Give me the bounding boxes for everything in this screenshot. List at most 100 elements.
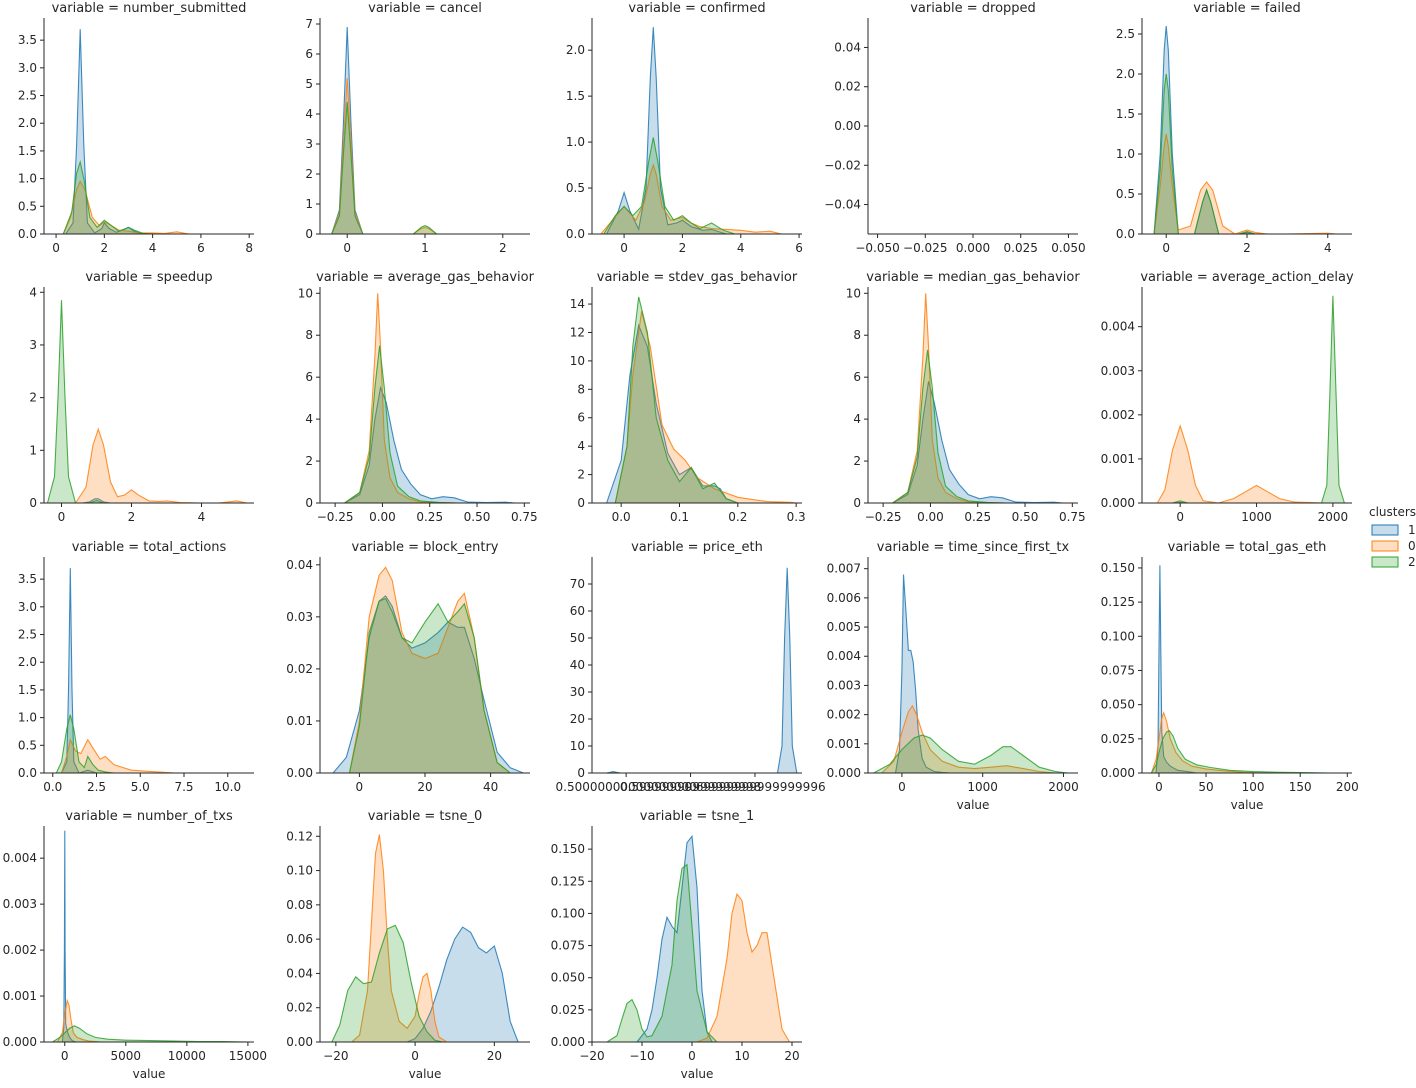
- density-area-cluster-1: [1156, 565, 1197, 773]
- x-tick-label: −20: [579, 1049, 604, 1063]
- y-tick-label: 0.125: [551, 874, 585, 888]
- y-tick-label: 0.075: [551, 939, 585, 953]
- y-tick-label: 2.5: [18, 89, 37, 103]
- y-tick-label: 0.002: [1101, 408, 1135, 422]
- density-area-cluster-1: [606, 325, 738, 503]
- density-line-cluster-1: [1155, 565, 1197, 774]
- y-tick-label: 0: [853, 496, 861, 510]
- density-area-cluster-0: [351, 834, 447, 1042]
- y-tick-label: 4: [577, 439, 585, 453]
- density-line-cluster-0: [1153, 133, 1336, 235]
- x-tick-label: 1000: [967, 780, 998, 794]
- y-tick-label: 1: [305, 197, 313, 211]
- y-tick-label: 5: [305, 77, 313, 91]
- panel-title: variable = number_of_txs: [65, 809, 233, 824]
- density-area-cluster-0: [344, 293, 459, 503]
- x-tick-label: 0: [58, 510, 66, 524]
- panel-title: variable = tsne_1: [640, 809, 754, 824]
- density-line-cluster-2: [873, 734, 1068, 774]
- y-tick-label: 4: [305, 412, 313, 426]
- x-tick-label: 100: [1242, 780, 1265, 794]
- x-tick-label: 0.025: [1004, 241, 1038, 255]
- panel-title: variable = dropped: [910, 1, 1036, 16]
- facet-panel-10: variable = average_action_delay 0.000 0.00…: [1101, 270, 1354, 524]
- panel-title: variable = stdev_gas_behavior: [597, 270, 798, 285]
- density-line-cluster-1: [606, 567, 798, 774]
- x-tick-label: 0: [52, 241, 60, 255]
- x-tick-label: −10: [629, 1049, 654, 1063]
- density-line-cluster-1: [61, 568, 97, 774]
- facet-panel-5: variable = failed 0.0 0.5 1.0 1.5 2.0 2.5 0 2 4: [1116, 1, 1352, 255]
- y-tick-label: 2: [853, 454, 861, 468]
- y-tick-label: 0: [29, 496, 37, 510]
- y-tick-label: 2: [29, 391, 37, 405]
- panel-title: variable = price_eth: [631, 540, 763, 555]
- y-tick-label: 40: [570, 658, 585, 672]
- panel-title: variable = time_since_first_tx: [877, 540, 1070, 555]
- y-tick-label: 10: [570, 739, 585, 753]
- x-tick-label: 4: [737, 241, 745, 255]
- facet-panel-12: variable = block_entry 0.00 0.01 0.02 0.03 0.…: [286, 540, 530, 794]
- x-tick-label: 0.50: [1012, 510, 1039, 524]
- x-tick-label: 0.59999999999999998: [620, 780, 761, 794]
- y-tick-label: 0.03: [286, 610, 313, 624]
- y-tick-label: 2.0: [18, 116, 37, 130]
- y-tick-label: 4: [29, 285, 37, 299]
- density-line-cluster-1: [82, 498, 111, 504]
- y-tick-label: 3.0: [18, 61, 37, 75]
- density-area-cluster-0: [881, 705, 1056, 773]
- x-tick-label: 20: [417, 780, 432, 794]
- x-tick-label: 6: [795, 241, 803, 255]
- density-area-cluster-2: [603, 137, 735, 234]
- density-line-cluster-0: [614, 311, 797, 504]
- y-tick-label: 1.0: [18, 711, 37, 725]
- density-line-cluster-1: [406, 926, 519, 1043]
- x-tick-label: 0.75: [1059, 510, 1086, 524]
- density-line-cluster-0: [1150, 711, 1263, 774]
- panel-title: variable = total_actions: [72, 540, 227, 555]
- y-tick-label: 50: [570, 631, 585, 645]
- facet-panel-16: variable = number_of_txs 0.000 0.001 0.002 0…: [3, 809, 267, 1081]
- y-tick-label: 0.125: [1101, 595, 1135, 609]
- y-tick-label: 0.00: [286, 766, 313, 780]
- y-tick-label: 0.007: [827, 562, 861, 576]
- y-tick-label: 0.000: [1101, 496, 1135, 510]
- y-tick-label: 1.5: [18, 144, 37, 158]
- x-tick-label: 40: [483, 780, 498, 794]
- density-line-cluster-1: [61, 830, 76, 1043]
- x-tick-label: 1: [421, 241, 429, 255]
- y-tick-label: 0.075: [1101, 663, 1135, 677]
- density-line-cluster-2: [348, 597, 511, 774]
- x-tick-label: 0.75: [511, 510, 538, 524]
- facet-panel-9: variable = median_gas_behavior 0 2 4 6 8 10 −0.…: [846, 270, 1086, 524]
- y-tick-label: 0.000: [551, 1035, 585, 1049]
- y-tick-label: 0.001: [827, 737, 861, 751]
- density-area-cluster-1: [895, 574, 951, 773]
- density-area-cluster-0: [697, 894, 790, 1042]
- x-tick-label: 0.25: [416, 510, 443, 524]
- facet-panel-14: variable = time_since_first_tx 0.000 0.001…: [827, 540, 1079, 812]
- density-line-cluster-1: [892, 381, 1063, 504]
- x-axis-label: value: [409, 1067, 442, 1081]
- y-tick-label: 0.003: [3, 897, 37, 911]
- x-tick-label: 5000: [111, 1049, 142, 1063]
- x-tick-label: −0.025: [903, 241, 947, 255]
- y-tick-label: 2.0: [1116, 67, 1135, 81]
- x-tick-label: 2000: [1318, 510, 1349, 524]
- x-tick-label: 0.0: [43, 780, 62, 794]
- x-tick-label: 0.2: [728, 510, 747, 524]
- density-line-cluster-2: [603, 137, 736, 235]
- x-tick-label: 2.5: [87, 780, 106, 794]
- density-area-cluster-0: [1154, 134, 1336, 234]
- density-line-cluster-1: [636, 834, 713, 1043]
- legend-label-0: 0: [1408, 539, 1416, 553]
- y-tick-label: 0.050: [1101, 698, 1135, 712]
- density-area-cluster-0: [61, 739, 176, 773]
- y-tick-label: 1.5: [566, 89, 585, 103]
- density-line-cluster-0: [60, 738, 176, 774]
- y-tick-label: 0.10: [286, 864, 313, 878]
- y-tick-label: 3: [305, 137, 313, 151]
- y-tick-label: 10: [846, 286, 861, 300]
- y-tick-label: 2.0: [566, 43, 585, 57]
- x-axis-label: value: [1231, 798, 1264, 812]
